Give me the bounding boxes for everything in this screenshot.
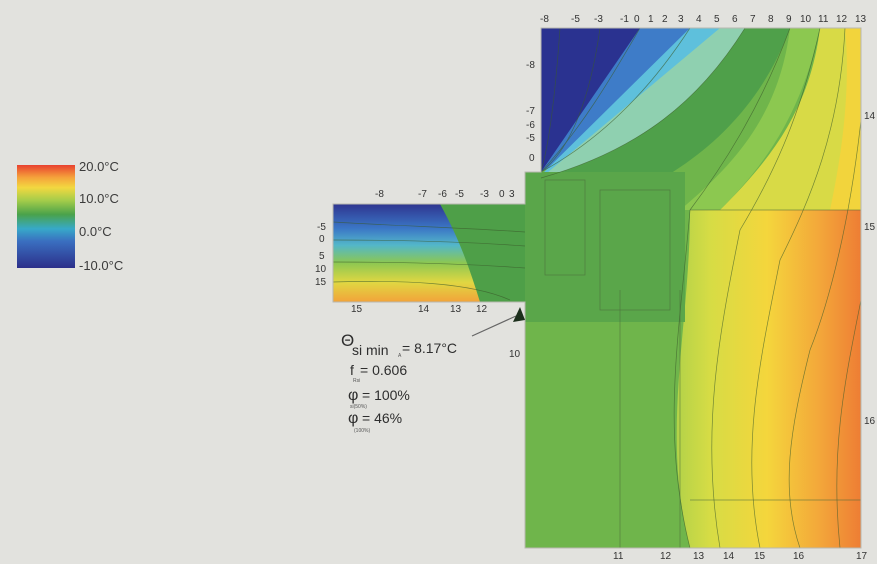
tick-label: 10 <box>315 264 327 275</box>
phi-100-small-subscript: (100%) <box>354 428 371 434</box>
tick-label: -6 <box>438 189 447 200</box>
f-small-subscript: Rsi <box>353 378 361 384</box>
upper-wall-field <box>541 28 861 210</box>
tick-label: 15 <box>351 304 363 315</box>
frame-outline <box>544 179 861 548</box>
phi-100-symbol: φ <box>348 410 359 427</box>
tick-label: 6 <box>732 14 738 25</box>
tick-label: 5 <box>714 14 720 25</box>
tick-label: 0 <box>319 234 325 245</box>
phi-50-symbol: φ <box>348 387 359 404</box>
f-label: f <box>350 362 354 378</box>
isotherm-lines <box>332 27 862 549</box>
tick-label: 9 <box>786 14 792 25</box>
tick-label: 14 <box>723 551 735 562</box>
legend-label-10: 10.0°C <box>79 191 119 206</box>
tick-label: 2 <box>662 14 668 25</box>
legend-label-0: 0.0°C <box>79 224 112 239</box>
tick-label: 0 <box>529 153 535 164</box>
window-frame <box>525 172 685 322</box>
tick-label: -8 <box>526 60 535 71</box>
f-value: = 0.606 <box>360 362 408 378</box>
tick-label: 8 <box>768 14 774 25</box>
tick-label: 0 <box>634 14 640 25</box>
tick-label: 14 <box>418 304 430 315</box>
tick-label: 12 <box>476 304 488 315</box>
tick-label: 13 <box>855 14 867 25</box>
section-border <box>332 27 862 549</box>
tick-label: -5 <box>526 133 535 144</box>
theta-symbol: Θ <box>341 331 355 350</box>
legend-color-bar <box>17 165 75 268</box>
tick-label: 13 <box>693 551 705 562</box>
phi-50-small-subscript: si(50%) <box>350 404 367 410</box>
legend-label-minus10: -10.0°C <box>79 258 124 273</box>
tick-label: -7 <box>418 189 427 200</box>
tick-label: -3 <box>480 189 489 200</box>
tick-label: 13 <box>450 304 462 315</box>
wall-left-tick: 10 <box>509 349 521 360</box>
tick-label: 17 <box>856 551 868 562</box>
tick-label: 0 <box>499 189 505 200</box>
min-temp-pointer <box>471 307 525 337</box>
tick-label: 4 <box>696 14 702 25</box>
tick-label: 5 <box>319 251 325 262</box>
tick-label: -3 <box>594 14 603 25</box>
theta-value: = 8.17°C <box>402 340 458 356</box>
tick-label: -8 <box>540 14 549 25</box>
phi-50-value: = 100% <box>362 387 410 403</box>
tick-label: 12 <box>660 551 672 562</box>
tick-label: 11 <box>613 551 624 562</box>
tick-label: 1 <box>648 14 654 25</box>
tick-label: -5 <box>571 14 580 25</box>
tick-label: 15 <box>754 551 766 562</box>
tick-label: 11 <box>818 14 829 25</box>
theta-subscript: si min <box>352 342 389 358</box>
tick-label: 12 <box>836 14 848 25</box>
tick-label: 14 <box>864 111 876 122</box>
tick-label: -6 <box>526 120 535 131</box>
tick-label: 3 <box>509 189 515 200</box>
tick-label: -1 <box>620 14 629 25</box>
tick-label: 15 <box>864 222 876 233</box>
tick-label: -5 <box>317 222 326 233</box>
tick-label: -8 <box>375 189 384 200</box>
tick-label: 15 <box>315 277 327 288</box>
tick-label: 16 <box>793 551 805 562</box>
tick-label: 10 <box>800 14 812 25</box>
legend-label-20: 20.0°C <box>79 159 119 174</box>
tick-label: 3 <box>678 14 684 25</box>
tick-label: 7 <box>750 14 756 25</box>
tick-label: 16 <box>864 416 876 427</box>
tick-label: -7 <box>526 106 535 117</box>
phi-100-value: = 46% <box>362 410 403 426</box>
theta-small-subscript: A <box>398 353 402 359</box>
tick-label: -5 <box>455 189 464 200</box>
